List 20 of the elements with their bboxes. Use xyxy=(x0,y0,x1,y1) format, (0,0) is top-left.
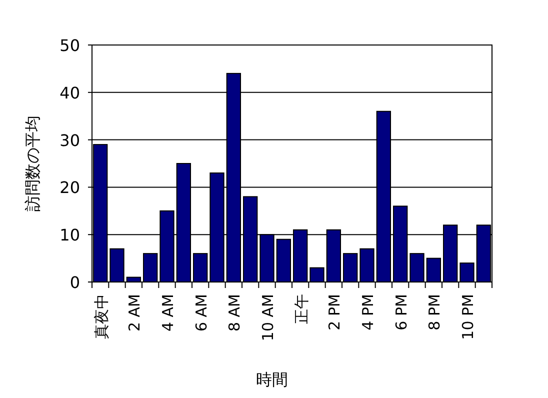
y-tick-label: 40 xyxy=(60,83,80,102)
x-tick-label: 2 AM xyxy=(126,294,144,332)
y-tick-label: 20 xyxy=(60,178,80,198)
x-tick-label: 6 AM xyxy=(192,294,210,332)
y-tick-label: 30 xyxy=(60,130,80,150)
x-tick-label: 2 PM xyxy=(326,294,344,330)
x-tick-label: 6 PM xyxy=(392,294,410,330)
x-tick-label: 4 AM xyxy=(159,294,177,332)
y-tick-label: 10 xyxy=(60,226,80,245)
x-tick-label: 真夜中 xyxy=(92,294,110,339)
x-tick-label: 10 AM xyxy=(259,294,277,342)
x-tick-label: 8 PM xyxy=(426,294,444,330)
x-axis-title: 時間 xyxy=(256,370,288,389)
x-tick-label: 10 PM xyxy=(459,294,477,340)
x-tick-label: 4 PM xyxy=(359,294,377,330)
y-tick-label: 0 xyxy=(70,273,80,292)
y-axis-title: 訪問数の平均 xyxy=(23,116,42,212)
y-tick-label: 50 xyxy=(60,36,80,55)
x-tick-label: 8 AM xyxy=(226,294,244,332)
x-tick-label: 正午 xyxy=(292,294,310,324)
